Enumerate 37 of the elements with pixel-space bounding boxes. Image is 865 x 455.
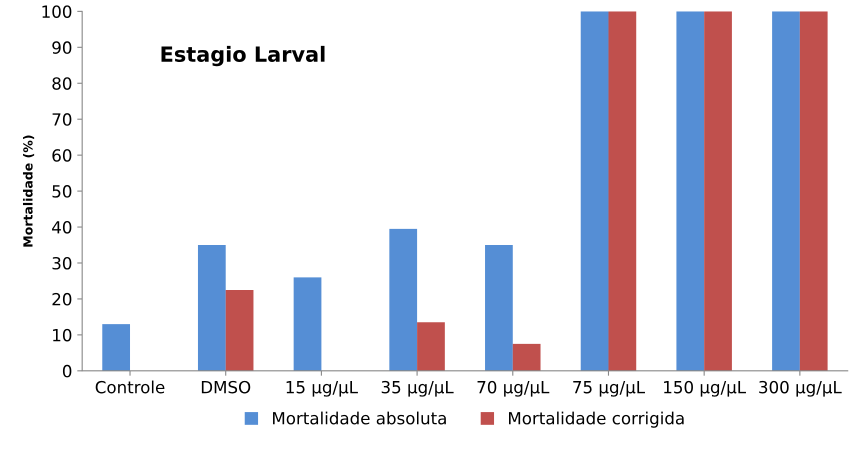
y-tick-label: 70 (52, 113, 72, 126)
y-axis-title: Mortalidade (%) (22, 136, 34, 247)
x-tick-label: 70 µg/µL (478, 380, 550, 397)
y-tick-label: 10 (53, 328, 72, 342)
y-tick-label: 20 (52, 292, 72, 306)
y-tick-label: 100 (42, 5, 72, 18)
legend-label: Mortalidade corrigida (509, 412, 684, 428)
x-tick-label: 75 µg/µL (573, 381, 645, 397)
bar (512, 344, 541, 371)
bar (198, 245, 226, 371)
legend-label: Mortalidade absoluta (273, 412, 446, 424)
x-tick-label: 300 µg/µL (759, 380, 842, 397)
x-tick-label: 15 µg/µL (286, 381, 358, 397)
y-tick-label: 40 (52, 221, 72, 234)
y-tick-label: 50 (52, 185, 72, 198)
y-tick-label: 0 (62, 364, 72, 378)
text: Estagio Larval (162, 46, 325, 66)
bar (704, 11, 732, 371)
y-tick-label: 30 (52, 256, 72, 270)
bar (676, 11, 704, 371)
bar (389, 228, 418, 371)
bar (800, 11, 828, 371)
bar (608, 11, 636, 371)
bar (102, 324, 130, 371)
bar (772, 11, 800, 371)
bar (417, 322, 445, 371)
y-tick-label: 90 (52, 41, 72, 54)
x-tick-label: Controle (96, 380, 164, 394)
bar (294, 277, 322, 371)
bar (226, 290, 254, 371)
bar (485, 245, 513, 371)
y-tick-label: 60 (52, 149, 72, 162)
x-tick-label: DMSO (202, 380, 250, 394)
x-tick-label: 150 µg/µL (664, 380, 746, 397)
x-tick-label: 35 µg/µL (382, 380, 454, 397)
y-tick-label: 80 (52, 77, 72, 90)
bar (580, 11, 608, 371)
